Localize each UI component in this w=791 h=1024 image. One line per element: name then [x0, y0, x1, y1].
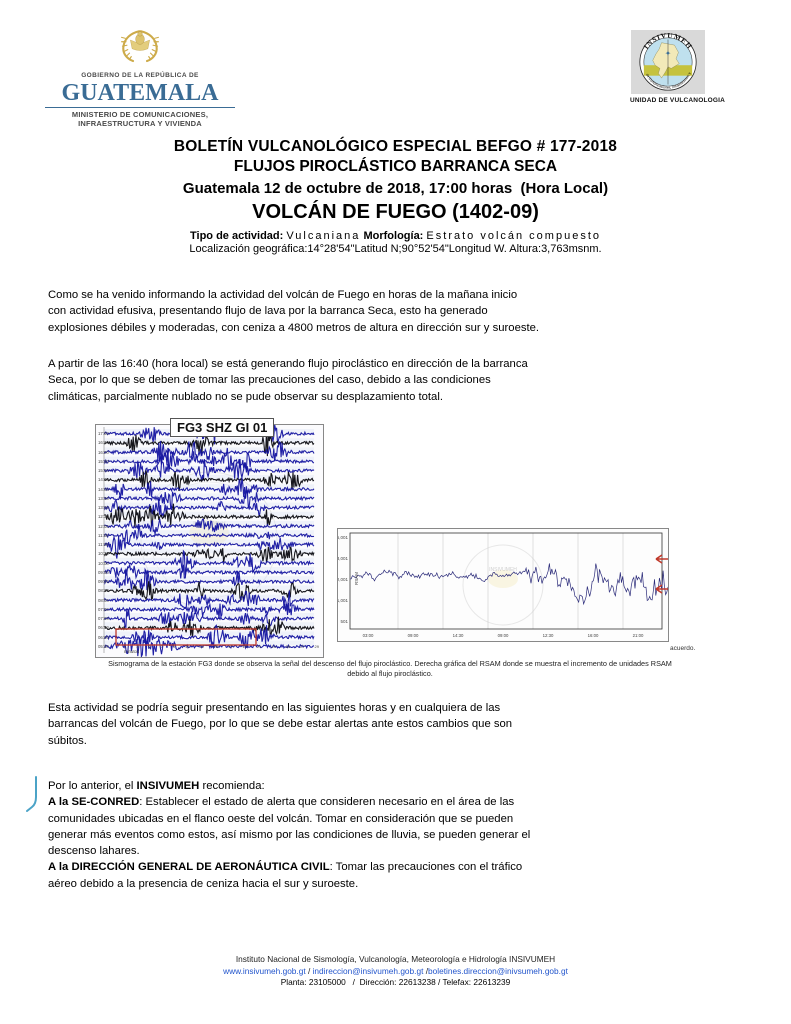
svg-text:2,001: 2,001: [338, 577, 348, 582]
svg-text:5,001: 5,001: [338, 535, 348, 540]
svg-text:INSIVUMEH: INSIVUMEH: [489, 567, 517, 573]
svg-text:12:30: 12:30: [543, 633, 554, 638]
svg-text:3,001: 3,001: [338, 556, 348, 561]
svg-text:501: 501: [340, 619, 348, 624]
svg-text:09:00: 09:00: [498, 633, 509, 638]
svg-text:16:00: 16:00: [588, 633, 599, 638]
svg-text:09:00: 09:00: [408, 633, 419, 638]
svg-text:21:00: 21:00: [633, 633, 644, 638]
svg-text:✦: ✦: [665, 51, 670, 58]
svg-text:1,001: 1,001: [338, 598, 348, 603]
svg-text:03:00: 03:00: [363, 633, 374, 638]
svg-text:14:30: 14:30: [453, 633, 464, 638]
svg-text:RSAM: RSAM: [354, 572, 359, 585]
